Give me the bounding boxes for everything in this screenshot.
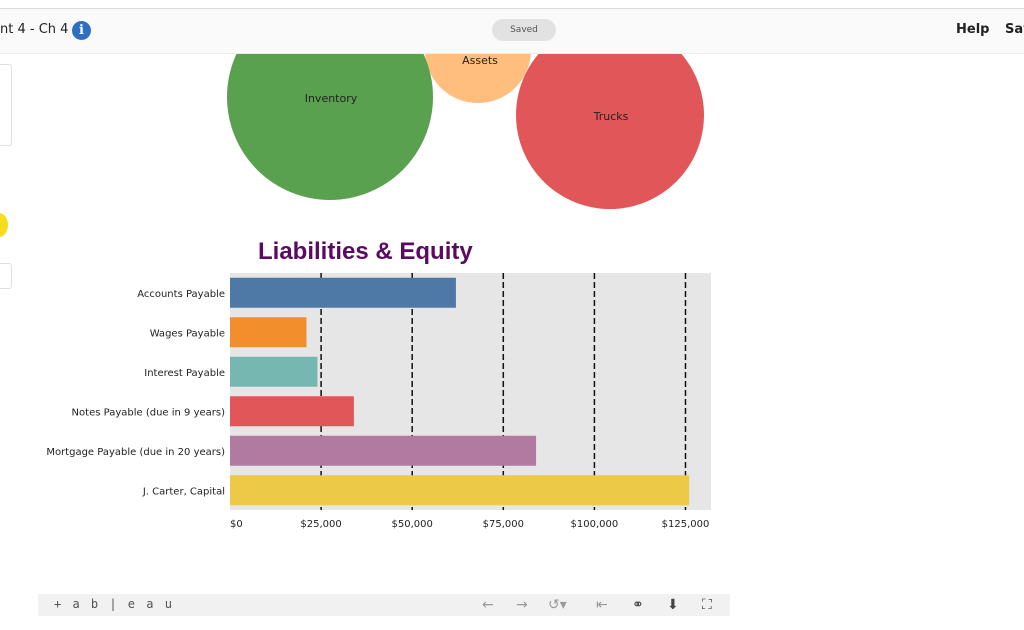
bars[interactable]: [230, 277, 690, 506]
category-label: Notes Payable (due in 9 years): [72, 407, 226, 418]
bar[interactable]: [230, 317, 307, 348]
category-label: Interest Payable: [144, 368, 225, 379]
saved-status-badge: Saved: [492, 19, 556, 41]
fullscreen-icon[interactable]: ⛶: [702, 597, 712, 613]
bar[interactable]: [230, 277, 456, 308]
x-tick-label: $25,000: [300, 519, 341, 530]
chart-title: Liabilities & Equity: [258, 238, 473, 265]
category-labels: Accounts Payable Wages Payable Interest Pa…: [46, 289, 225, 498]
x-axis-tick-labels: $0 $25,000 $50,000 $75,000 $100,000 $125,000: [230, 519, 709, 530]
left-panel-card-small[interactable]: [0, 263, 12, 289]
plot-area: [230, 273, 711, 510]
left-marker-dot: [0, 213, 8, 237]
redo-icon[interactable]: →: [516, 597, 528, 613]
reset-icon[interactable]: ⇤: [596, 597, 608, 613]
x-tick-label: $100,000: [571, 519, 619, 530]
help-link[interactable]: Help: [956, 22, 990, 37]
bubble-label-assets: Assets: [462, 54, 498, 67]
left-panel-card[interactable]: [0, 64, 12, 146]
save-link[interactable]: Sav: [1005, 22, 1024, 37]
category-label: J. Carter, Capital: [142, 486, 225, 497]
bubble-assets[interactable]: [425, 54, 531, 103]
bar[interactable]: [230, 396, 354, 427]
bar[interactable]: [230, 435, 537, 466]
revert-icon[interactable]: ↺▾: [548, 597, 567, 613]
dashboard-viz[interactable]: Assets Inventory Trucks Liabilities & Eq…: [0, 54, 760, 584]
download-icon[interactable]: ⬇: [667, 597, 679, 613]
category-label: Wages Payable: [150, 328, 225, 339]
undo-icon[interactable]: ←: [482, 597, 494, 613]
x-tick-label: $75,000: [483, 519, 524, 530]
category-label: Mortgage Payable (due in 20 years): [46, 447, 225, 458]
tableau-logo: + a b | e a u: [54, 597, 174, 611]
header-bar: nt 4 - Ch 4 i Saved Help Sav: [0, 9, 1024, 54]
bubble-label-trucks: Trucks: [593, 110, 629, 123]
bar[interactable]: [230, 475, 690, 506]
x-tick-label: $125,000: [662, 519, 710, 530]
x-tick-label: $50,000: [392, 519, 433, 530]
bubble-inventory[interactable]: [227, 54, 433, 200]
bubble-chart[interactable]: Assets Inventory Trucks: [227, 54, 704, 209]
tableau-toolbar: + a b | e a u ← → ↺▾ ⇤ ⚭ ⬇ ⛶: [38, 594, 730, 616]
x-tick-label: $0: [230, 519, 243, 530]
info-icon[interactable]: i: [72, 21, 91, 40]
share-icon[interactable]: ⚭: [632, 597, 644, 613]
bubble-label-inventory: Inventory: [305, 92, 358, 105]
bar[interactable]: [230, 356, 318, 387]
gridlines: [320, 273, 687, 510]
category-label: Accounts Payable: [137, 289, 225, 300]
top-strip: [0, 0, 1024, 9]
bubble-trucks[interactable]: [516, 54, 704, 209]
workbook-title: nt 4 - Ch 4: [0, 22, 69, 37]
